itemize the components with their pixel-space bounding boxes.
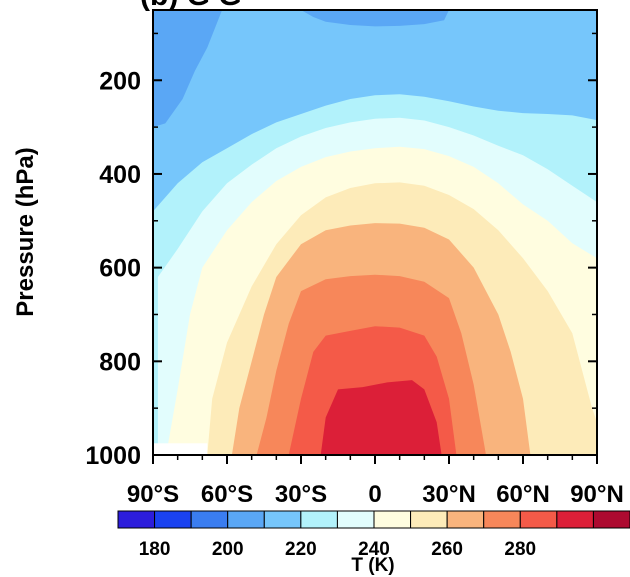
colorbar-swatch: [300, 510, 338, 529]
colorbar-label: T (K): [351, 555, 394, 576]
x-tick-label: 30°S: [275, 481, 327, 508]
plot-area: [152, 9, 598, 456]
contour-region-1: [153, 10, 223, 128]
colorbar-swatch: [336, 510, 375, 529]
x-tick-label: 60°S: [201, 481, 253, 508]
colorbar-tick-label: 260: [431, 539, 463, 560]
colorbar-swatch: [592, 510, 630, 529]
x-tick-label: 60°N: [496, 481, 550, 508]
colorbar-swatch: [519, 510, 558, 529]
y-tick-label: 200: [99, 67, 141, 95]
y-tick-label: 1000: [85, 442, 141, 470]
colorbar: 180 200 220 240 260 280: [117, 510, 630, 560]
x-tick-label: 90°N: [570, 481, 624, 508]
y-tick-label: 400: [99, 161, 141, 189]
colorbar-swatch: [227, 510, 265, 529]
colorbar-swatch: [373, 510, 412, 529]
colorbar-tick-label: 220: [285, 539, 317, 560]
colorbar-tick-label: 200: [212, 539, 244, 560]
y-tick-label: 600: [99, 255, 141, 283]
x-tick-label: 90°S: [127, 481, 179, 508]
missing-data-patch: [153, 443, 208, 455]
colorbar-swatch: [263, 510, 302, 529]
y-axis-label: Pressure (hPa): [12, 147, 39, 316]
x-tick-label: 0: [368, 481, 381, 508]
colorbar-swatch: [483, 510, 521, 529]
colorbar-swatch: [190, 510, 229, 529]
contour-region-0: [301, 10, 449, 27]
y-tick-label: 800: [99, 348, 141, 376]
x-tick-label: 30°N: [422, 481, 476, 508]
colorbar-tick-label: 280: [504, 539, 536, 560]
colorbar-swatch: [117, 510, 156, 529]
y-axis: 200 400 600 800 1000: [85, 32, 597, 470]
colorbar-swatch: [410, 510, 448, 529]
colorbar-swatch: [446, 510, 485, 529]
contour-band-300: [320, 380, 442, 455]
colorbar-tick-label: 180: [139, 539, 171, 560]
colorbar-swatch: [154, 510, 192, 529]
x-axis: 90°S 60°S 30°S 0 30°N 60°N 90°N: [127, 455, 624, 508]
colorbar-swatch: [556, 510, 594, 529]
colorbar-tick-label: 240: [358, 539, 390, 560]
